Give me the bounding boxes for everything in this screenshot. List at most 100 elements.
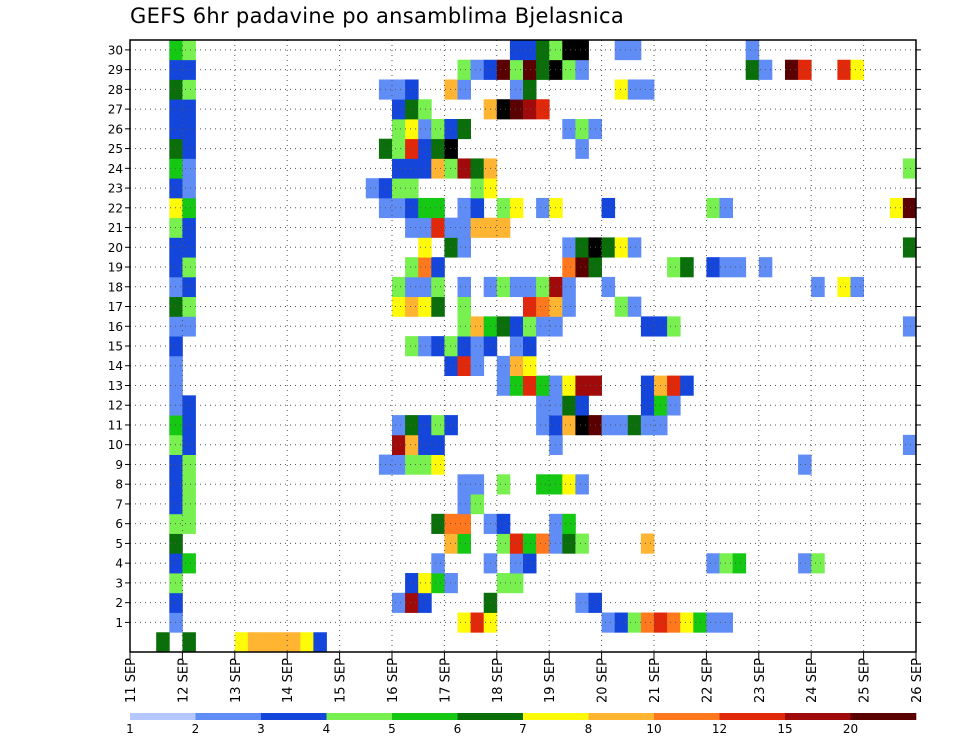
heatmap-cell	[169, 454, 183, 475]
heatmap-cell	[405, 217, 419, 238]
heatmap-cell	[614, 296, 629, 317]
heatmap-cell	[496, 513, 511, 534]
heatmap-cell	[431, 336, 445, 357]
y-tick-label: 9	[115, 458, 123, 472]
heatmap-cell	[156, 632, 170, 653]
heatmap-cell	[418, 217, 432, 238]
y-tick-label: 29	[108, 63, 123, 77]
heatmap-cell	[169, 553, 183, 574]
heatmap-cell	[562, 237, 576, 258]
heatmap-cell	[392, 99, 406, 120]
x-tick-label: 16 SEP	[386, 658, 401, 703]
heatmap-cell	[457, 118, 471, 140]
heatmap-cell	[457, 513, 471, 534]
heatmap-cell	[392, 454, 406, 475]
y-tick-label: 24	[108, 162, 123, 176]
heatmap-cell	[523, 553, 537, 574]
heatmap-cell	[169, 395, 183, 416]
heatmap-cell	[575, 375, 589, 396]
heatmap-cell	[509, 276, 524, 298]
heatmap-cell	[837, 276, 851, 298]
heatmap-cell	[745, 40, 760, 61]
heatmap-cell	[418, 296, 432, 317]
heatmap-cell	[667, 395, 681, 416]
heatmap-cell	[706, 612, 720, 633]
heatmap-cell	[169, 257, 183, 278]
heatmap-cell	[287, 632, 301, 653]
heatmap-cell	[523, 296, 537, 317]
heatmap-cell	[575, 415, 589, 436]
heatmap-cell	[902, 197, 917, 219]
heatmap-cell	[614, 237, 629, 258]
heatmap-cell	[889, 197, 904, 219]
heatmap-cell	[523, 99, 537, 120]
heatmap-cell	[470, 158, 485, 179]
heatmap-cell	[444, 513, 458, 534]
heatmap-cell	[300, 632, 314, 653]
heatmap-cell	[601, 237, 616, 258]
heatmap-cell	[418, 138, 432, 159]
heatmap-cell	[418, 434, 432, 455]
gridlines	[130, 40, 916, 652]
legend-swatch	[261, 713, 327, 720]
heatmap-cell	[523, 336, 537, 357]
heatmap-cell	[392, 296, 406, 317]
heatmap-cell	[418, 197, 432, 219]
heatmap-cell	[509, 316, 524, 337]
heatmap-cell	[169, 79, 183, 100]
heatmap-cell	[627, 612, 642, 633]
heatmap-cell	[575, 395, 589, 416]
heatmap-cell	[496, 533, 511, 554]
heatmap-cell	[169, 612, 183, 633]
heatmap-cell	[706, 553, 720, 574]
heatmap-cell	[627, 79, 642, 100]
heatmap-cell	[562, 513, 576, 534]
legend-swatch	[785, 713, 851, 720]
heatmap-cell	[562, 296, 576, 317]
heatmap-cell	[509, 533, 524, 554]
heatmap-cell	[431, 257, 445, 278]
heatmap-cell	[418, 592, 432, 613]
heatmap-cell	[575, 533, 589, 554]
heatmap-cell	[902, 434, 917, 455]
heatmap-cell	[640, 415, 655, 436]
heatmap-cell	[182, 434, 196, 455]
legend-label: 10	[646, 722, 661, 736]
legend-label: 3	[257, 722, 265, 736]
heatmap-cell	[182, 632, 196, 653]
y-tick-label: 7	[115, 497, 123, 511]
heatmap-cell	[418, 336, 432, 357]
heatmap-cell	[392, 276, 406, 298]
y-tick-label: 20	[108, 241, 123, 255]
heatmap-cell	[470, 355, 485, 377]
heatmap-cell	[614, 79, 629, 100]
heatmap-cell	[523, 316, 537, 337]
legend-label: 1	[126, 722, 134, 736]
x-axis: 11 SEP 12 SEP 13 SEP 14 SEP 15 SEP 16 SEP 17 S…	[124, 652, 925, 703]
heatmap-cell	[470, 178, 485, 199]
heatmap-cell	[261, 632, 275, 653]
heatmap-cell	[496, 99, 511, 120]
heatmap-cell	[169, 355, 183, 377]
heatmap-cell	[509, 197, 524, 219]
heatmap-cell	[405, 197, 419, 219]
heatmap-cell	[169, 296, 183, 317]
heatmap-cell	[536, 40, 550, 61]
heatmap-cell	[169, 533, 183, 554]
heatmap-cell	[601, 276, 616, 298]
y-tick-label: 16	[108, 320, 123, 334]
heatmap-cell	[850, 276, 864, 298]
heatmap-cell	[169, 158, 183, 179]
heatmap-cell	[536, 99, 550, 120]
heatmap-cell	[470, 612, 485, 633]
heatmap-cell	[902, 316, 917, 337]
heatmap-cell	[523, 79, 537, 100]
legend-swatch	[719, 713, 786, 720]
heatmap-cell	[457, 197, 471, 219]
heatmap-cell	[182, 494, 196, 515]
legend: 1 2 3 4 5 6 7 8 10 12 15 20	[126, 713, 917, 736]
legend-swatch	[130, 713, 196, 720]
y-tick-label: 6	[115, 517, 123, 531]
heatmap-cell	[392, 197, 406, 219]
x-tick-label: 11 SEP	[124, 658, 139, 703]
